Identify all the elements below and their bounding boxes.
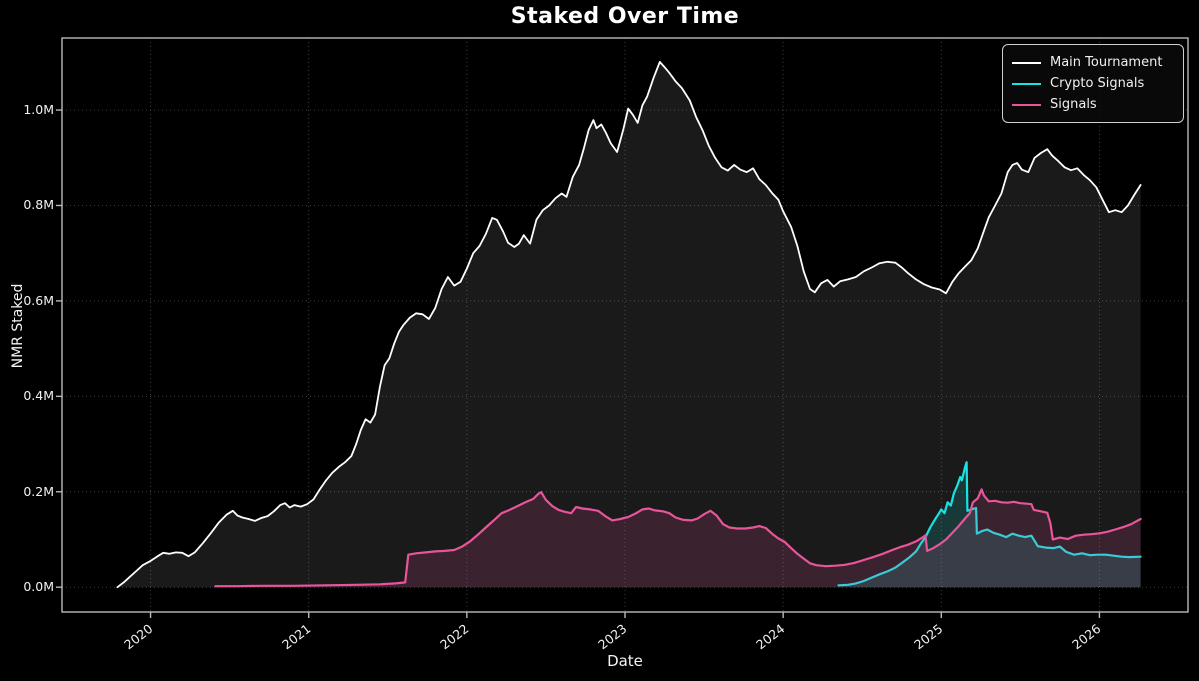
y-tick-label: 0.0M bbox=[23, 579, 54, 595]
y-tick-label: 0.2M bbox=[23, 483, 54, 499]
main-tournament-line bbox=[116, 61, 1142, 589]
legend-label-main-tournament: Main Tournament bbox=[1050, 55, 1163, 70]
legend-label-crypto-signals: Crypto Signals bbox=[1050, 76, 1145, 91]
legend-swatch-main-tournament bbox=[1012, 61, 1041, 64]
y-axis-label: NMR Staked bbox=[10, 283, 26, 369]
y-tick-label: 0.6M bbox=[23, 292, 54, 308]
legend-item-main-tournament: Main Tournament bbox=[1012, 52, 1173, 73]
legend-swatch-signals bbox=[1012, 103, 1041, 106]
signals-line bbox=[214, 488, 1142, 588]
crypto-signals-line bbox=[837, 461, 1142, 587]
legend-label-signals: Signals bbox=[1050, 97, 1097, 112]
main-tournament-area bbox=[117, 61, 1141, 588]
y-tick-label: 0.8M bbox=[23, 197, 54, 213]
signals-area bbox=[215, 489, 1141, 588]
legend-item-crypto-signals: Crypto Signals bbox=[1012, 73, 1173, 94]
y-tick-label: 0.4M bbox=[23, 388, 54, 404]
y-tick-label: 1.0M bbox=[23, 102, 54, 118]
x-axis-label: Date bbox=[607, 652, 643, 670]
chart-title: Staked Over Time bbox=[510, 4, 740, 29]
legend: Main Tournament Crypto Signals Signals bbox=[1002, 44, 1184, 123]
legend-item-signals: Signals bbox=[1012, 94, 1173, 115]
crypto-signals-area bbox=[838, 462, 1141, 588]
legend-swatch-crypto-signals bbox=[1012, 82, 1041, 85]
